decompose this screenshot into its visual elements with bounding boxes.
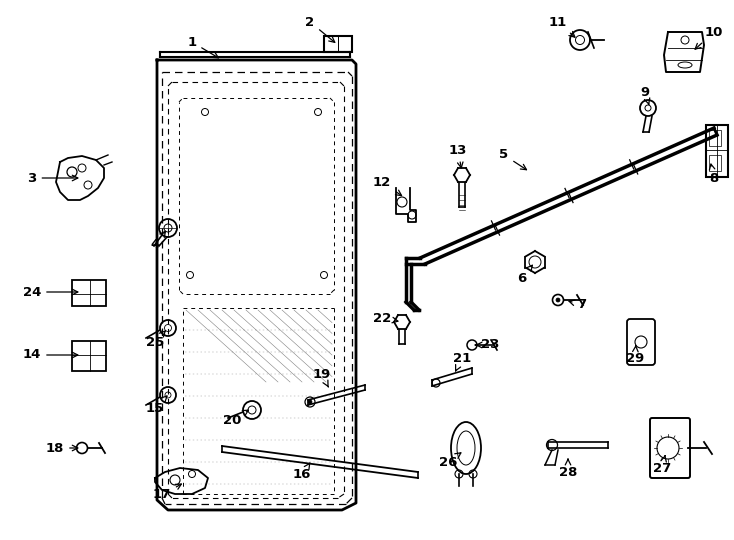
Text: 21: 21 xyxy=(453,352,471,371)
Text: 28: 28 xyxy=(559,459,577,478)
Text: 16: 16 xyxy=(293,463,311,482)
Text: 27: 27 xyxy=(653,456,671,475)
Text: 7: 7 xyxy=(569,299,586,312)
Text: 2: 2 xyxy=(305,16,335,42)
Text: 25: 25 xyxy=(146,330,166,348)
Text: 1: 1 xyxy=(187,36,219,58)
Text: 29: 29 xyxy=(626,346,644,365)
Text: 9: 9 xyxy=(641,85,650,104)
Text: 13: 13 xyxy=(448,144,467,168)
Text: 20: 20 xyxy=(223,410,248,427)
Text: 19: 19 xyxy=(313,368,331,387)
Text: 3: 3 xyxy=(27,172,78,185)
Circle shape xyxy=(556,298,560,302)
Text: 18: 18 xyxy=(46,442,78,455)
Text: 8: 8 xyxy=(709,164,719,185)
Text: 23: 23 xyxy=(475,339,499,352)
Text: 24: 24 xyxy=(23,286,78,299)
Text: 5: 5 xyxy=(499,148,526,170)
Text: 6: 6 xyxy=(517,265,532,285)
Text: 15: 15 xyxy=(146,396,167,415)
Text: 10: 10 xyxy=(695,25,723,49)
Circle shape xyxy=(308,400,312,404)
Text: 4: 4 xyxy=(150,231,165,252)
Text: 11: 11 xyxy=(549,16,575,37)
Text: 22: 22 xyxy=(373,312,398,325)
Text: 26: 26 xyxy=(439,453,461,469)
Text: 12: 12 xyxy=(373,176,401,195)
Text: 14: 14 xyxy=(23,348,78,361)
Text: 17: 17 xyxy=(153,484,181,502)
